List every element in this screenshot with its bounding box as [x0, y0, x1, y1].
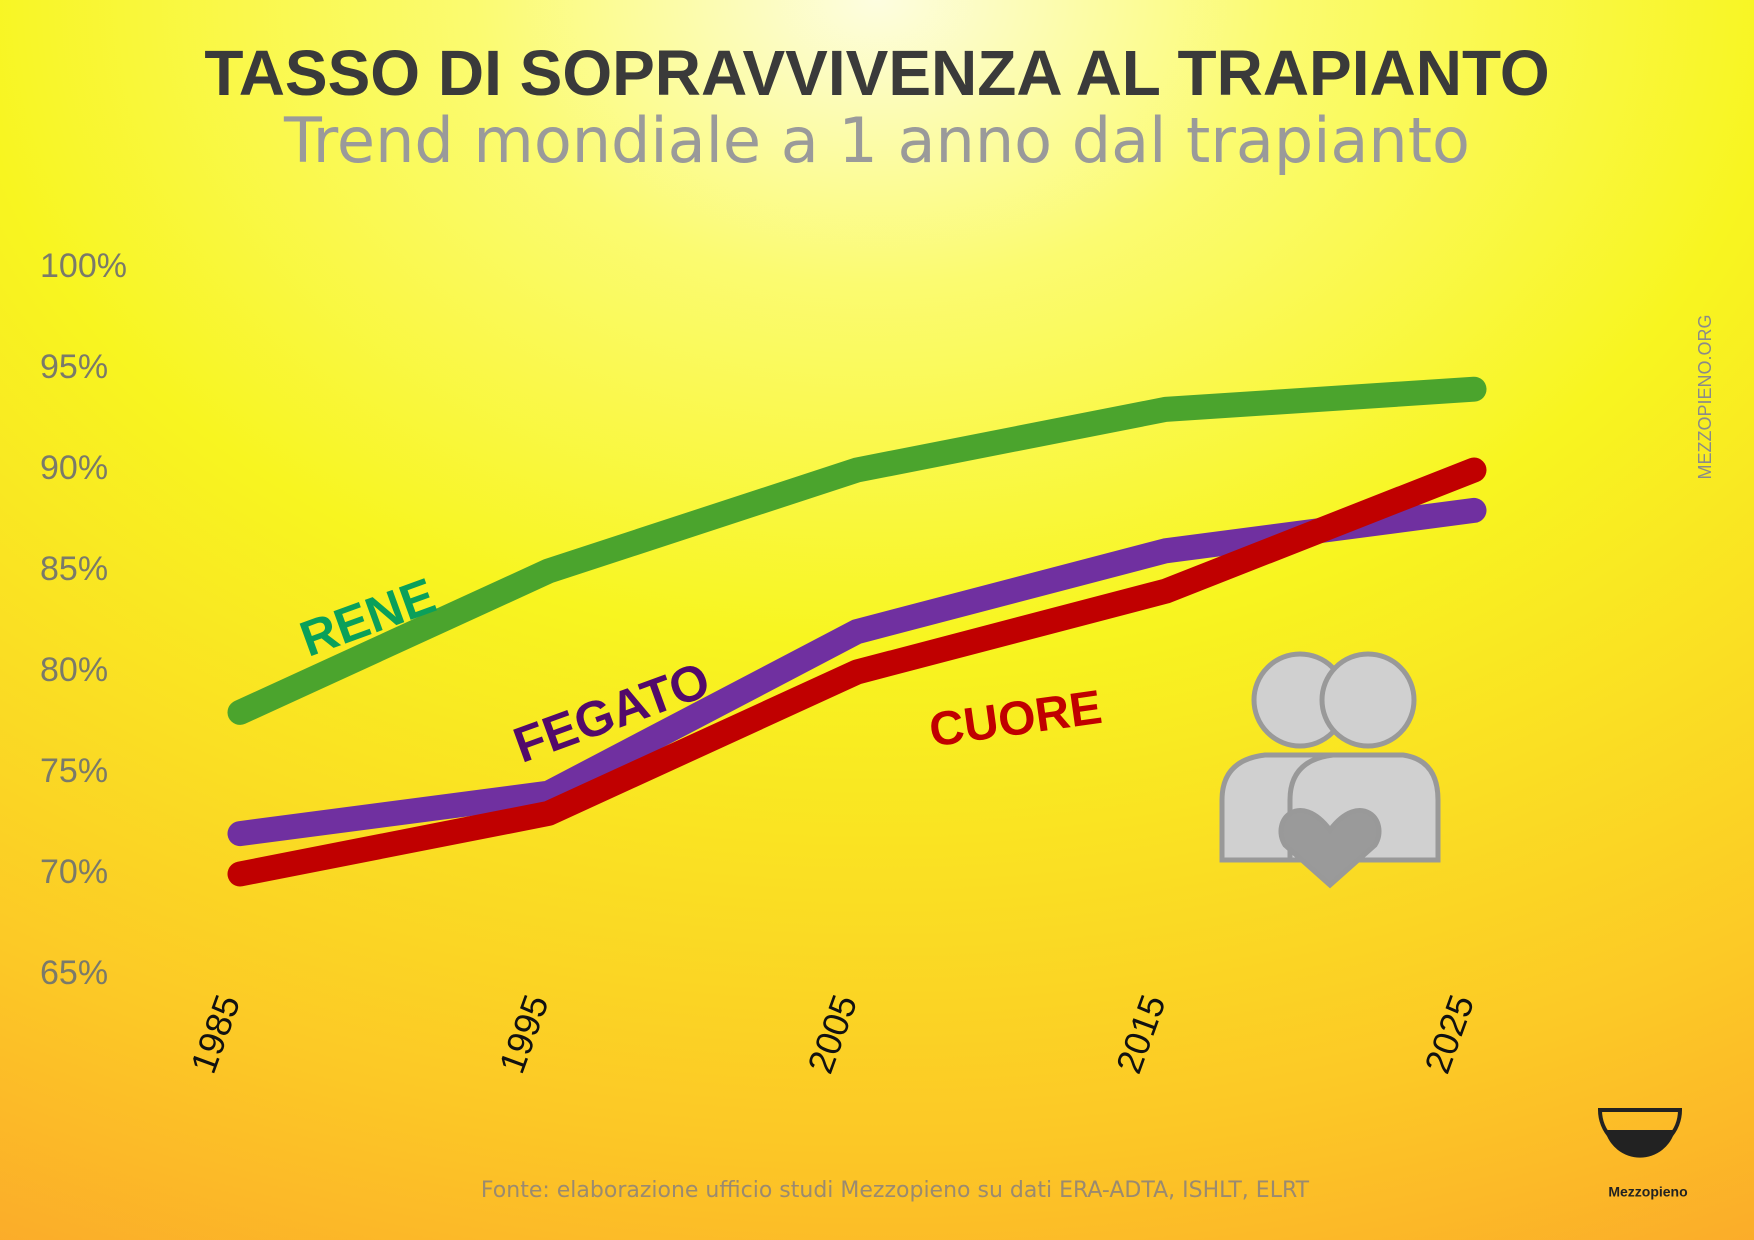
logo: Mezzopieno — [1597, 1108, 1688, 1200]
source-note: Fonte: elaborazione ufficio studi Mezzop… — [481, 1178, 1310, 1203]
y-tick-label: 80% — [40, 651, 108, 689]
y-tick-label: 90% — [40, 449, 108, 487]
watermark: MEZZOPIENO.ORG — [1695, 314, 1715, 479]
y-tick-label: 95% — [40, 348, 108, 386]
series-line — [227, 497, 1487, 847]
chart-subtitle: Trend mondiale a 1 anno dal trapianto — [283, 104, 1470, 177]
series-line — [227, 376, 1487, 725]
y-tick-label: 100% — [40, 247, 127, 285]
transplant-icon — [1219, 651, 1441, 889]
series-line — [227, 457, 1487, 887]
y-tick-label: 75% — [40, 752, 108, 790]
y-tick-label: 70% — [40, 853, 108, 891]
logo-text: Mezzopieno — [1608, 1184, 1687, 1200]
y-tick-label: 85% — [40, 550, 108, 588]
y-tick-label: 65% — [40, 954, 108, 992]
chart-title: TASSO DI SOPRAVVIVENZA AL TRAPIANTO — [204, 37, 1549, 109]
